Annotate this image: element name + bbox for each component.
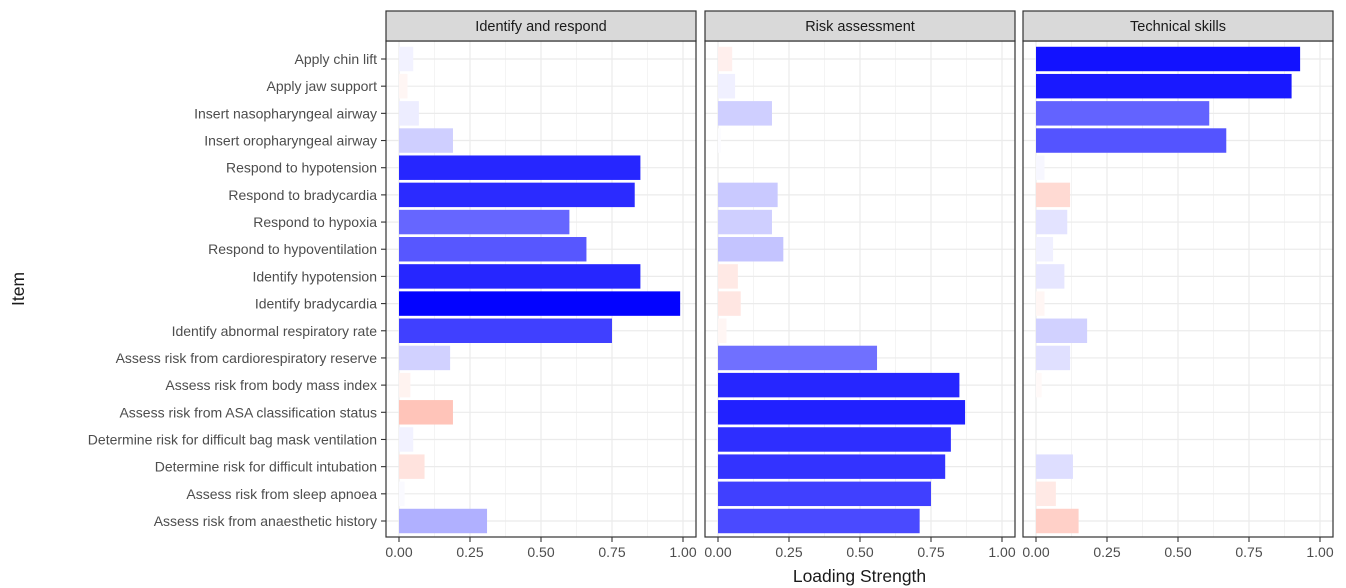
bar-risk-assessment-determine-risk-for-difficult-bag-mask-ventilation (718, 427, 951, 452)
bar-risk-assessment-assess-risk-from-sleep-apnoea (718, 481, 931, 507)
bar-identify-and-respond-respond-to-hypoxia (399, 209, 570, 235)
y-tick-label-respond-to-hypoventilation: Respond to hypoventilation (208, 241, 377, 257)
bar-identify-and-respond-respond-to-hypotension (399, 155, 641, 180)
bar-risk-assessment-assess-risk-from-body-mass-index (718, 372, 960, 398)
bar-identify-and-respond-assess-risk-from-body-mass-index (399, 372, 411, 398)
bar-technical-skills-determine-risk-for-difficult-intubation (1036, 454, 1073, 479)
y-tick-label-assess-risk-from-body-mass-index: Assess risk from body mass index (165, 377, 377, 393)
bar-technical-skills-assess-risk-from-body-mass-index (1036, 372, 1042, 398)
bar-risk-assessment-respond-to-bradycardia (718, 182, 778, 208)
bar-identify-and-respond-identify-bradycardia (399, 291, 681, 316)
x-tick-label: 0.00 (385, 544, 412, 560)
bar-identify-and-respond-assess-risk-from-cardiorespiratory-reserve (399, 345, 451, 371)
x-axis-title: Loading Strength (793, 566, 926, 586)
bar-technical-skills-identify-bradycardia (1036, 291, 1045, 316)
x-tick-label: 0.00 (1022, 544, 1049, 560)
x-tick-label: 1.00 (1306, 544, 1333, 560)
bar-technical-skills-respond-to-hypoventilation (1036, 237, 1054, 262)
bar-risk-assessment-identify-abnormal-respiratory-rate (718, 318, 727, 343)
bar-identify-and-respond-insert-oropharyngeal-airway (399, 128, 453, 153)
bar-identify-and-respond-identify-hypotension (399, 264, 641, 289)
bar-identify-and-respond-respond-to-hypoventilation (399, 237, 587, 262)
y-tick-label-assess-risk-from-cardiorespiratory-reserve: Assess risk from cardiorespiratory reser… (116, 350, 378, 366)
bar-risk-assessment-respond-to-hypoxia (718, 209, 772, 235)
y-tick-label-assess-risk-from-anaesthetic-history: Assess risk from anaesthetic history (154, 513, 377, 529)
bar-risk-assessment-identify-bradycardia (718, 291, 741, 316)
y-axis-title: Item (8, 272, 28, 306)
bar-risk-assessment-respond-to-hypoventilation (718, 237, 784, 262)
x-tick-label: 0.25 (456, 544, 483, 560)
y-tick-label-identify-bradycardia: Identify bradycardia (255, 296, 377, 312)
y-tick-label-identify-abnormal-respiratory-rate: Identify abnormal respiratory rate (172, 323, 378, 339)
bar-technical-skills-respond-to-hypoxia (1036, 209, 1068, 235)
bar-identify-and-respond-respond-to-bradycardia (399, 182, 635, 208)
bar-technical-skills-identify-abnormal-respiratory-rate (1036, 318, 1088, 343)
bar-risk-assessment-insert-oropharyngeal-airway (718, 128, 721, 153)
bar-identify-and-respond-assess-risk-from-anaesthetic-history (399, 508, 488, 534)
bar-identify-and-respond-apply-chin-lift (399, 46, 414, 72)
y-tick-label-apply-chin-lift: Apply chin lift (295, 51, 378, 67)
facet-strip-label-risk-assessment: Risk assessment (805, 19, 915, 35)
bar-identify-and-respond-apply-jaw-support (399, 73, 408, 99)
y-tick-label-insert-nasopharyngeal-airway: Insert nasopharyngeal airway (194, 105, 377, 121)
bar-risk-assessment-assess-risk-from-anaesthetic-history (718, 508, 920, 534)
x-tick-label: 1.00 (988, 544, 1015, 560)
bar-technical-skills-assess-risk-from-cardiorespiratory-reserve (1036, 345, 1071, 371)
bar-technical-skills-assess-risk-from-sleep-apnoea (1036, 481, 1056, 507)
bar-technical-skills-respond-to-hypotension (1036, 155, 1045, 180)
facet-strip-label-identify-and-respond: Identify and respond (475, 19, 606, 35)
x-tick-label: 0.50 (846, 544, 873, 560)
y-tick-label-identify-hypotension: Identify hypotension (252, 268, 377, 284)
bar-technical-skills-apply-chin-lift (1036, 46, 1301, 72)
y-tick-label-apply-jaw-support: Apply jaw support (266, 78, 377, 94)
y-tick-label-respond-to-hypotension: Respond to hypotension (226, 160, 377, 176)
bar-risk-assessment-assess-risk-from-cardiorespiratory-reserve (718, 345, 878, 371)
x-tick-label: 0.75 (1235, 544, 1262, 560)
y-tick-label-assess-risk-from-asa-classification-status: Assess risk from ASA classification stat… (119, 404, 377, 420)
bar-identify-and-respond-assess-risk-from-asa-classification-status (399, 400, 453, 425)
bar-risk-assessment-apply-chin-lift (718, 46, 733, 72)
facet-strip-identify-and-respond (385, 10, 697, 42)
facet-strip-technical-skills (1022, 10, 1334, 42)
y-tick-label-respond-to-hypoxia: Respond to hypoxia (253, 214, 377, 230)
bar-technical-skills-insert-oropharyngeal-airway (1036, 128, 1227, 153)
x-tick-label: 1.00 (669, 544, 696, 560)
y-tick-label-determine-risk-for-difficult-bag-mask-ventilation: Determine risk for difficult bag mask ve… (88, 431, 377, 447)
facet-strip-label-technical-skills: Technical skills (1130, 19, 1226, 35)
bar-technical-skills-respond-to-bradycardia (1036, 182, 1071, 208)
x-tick-label: 0.75 (598, 544, 625, 560)
x-tick-label: 0.00 (704, 544, 731, 560)
x-tick-label: 0.25 (775, 544, 802, 560)
bar-technical-skills-identify-hypotension (1036, 264, 1065, 289)
bar-risk-assessment-identify-hypotension (718, 264, 738, 289)
bar-identify-and-respond-determine-risk-for-difficult-bag-mask-ventilation (399, 427, 414, 452)
x-tick-label: 0.50 (527, 544, 554, 560)
bar-technical-skills-assess-risk-from-anaesthetic-history (1036, 508, 1079, 534)
bar-technical-skills-apply-jaw-support (1036, 73, 1292, 99)
bar-identify-and-respond-identify-abnormal-respiratory-rate (399, 318, 612, 343)
y-tick-label-insert-oropharyngeal-airway: Insert oropharyngeal airway (204, 133, 377, 149)
bar-identify-and-respond-determine-risk-for-difficult-intubation (399, 454, 425, 479)
bar-risk-assessment-insert-nasopharyngeal-airway (718, 101, 772, 126)
x-tick-label: 0.50 (1164, 544, 1191, 560)
bar-identify-and-respond-assess-risk-from-sleep-apnoea (399, 481, 405, 507)
x-tick-label: 0.75 (917, 544, 944, 560)
bar-identify-and-respond-insert-nasopharyngeal-airway (399, 101, 419, 126)
bar-technical-skills-insert-nasopharyngeal-airway (1036, 101, 1210, 126)
y-tick-label-assess-risk-from-sleep-apnoea: Assess risk from sleep apnoea (186, 486, 377, 502)
bar-risk-assessment-apply-jaw-support (718, 73, 736, 99)
facet-strip-risk-assessment (704, 10, 1016, 42)
y-tick-label-determine-risk-for-difficult-intubation: Determine risk for difficult intubation (155, 459, 377, 475)
x-tick-label: 0.25 (1093, 544, 1120, 560)
bar-risk-assessment-assess-risk-from-asa-classification-status (718, 400, 966, 425)
bar-risk-assessment-determine-risk-for-difficult-intubation (718, 454, 946, 479)
y-tick-label-respond-to-bradycardia: Respond to bradycardia (228, 187, 377, 203)
